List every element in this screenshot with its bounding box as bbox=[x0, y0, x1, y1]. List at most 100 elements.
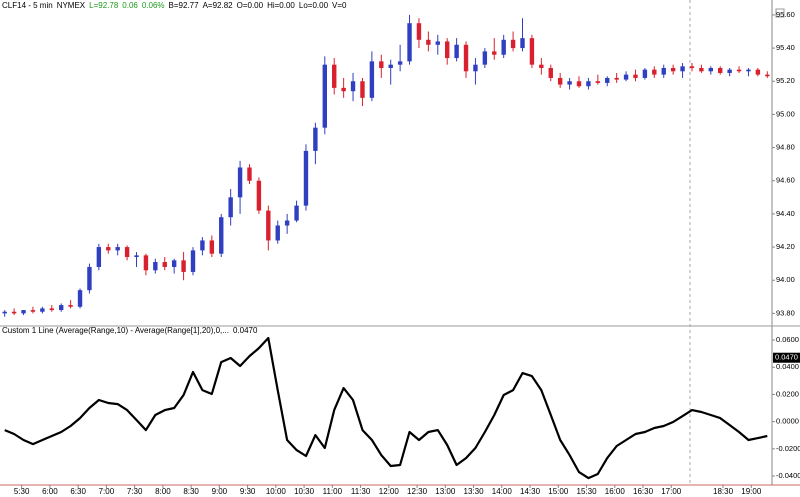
candle-body bbox=[153, 261, 158, 271]
candle-body bbox=[40, 308, 45, 312]
y-tick-label: 95.40 bbox=[776, 43, 795, 52]
candle-body bbox=[21, 310, 26, 314]
candle-body bbox=[407, 23, 412, 62]
candle-body bbox=[256, 180, 262, 211]
x-tick-label: 8:00 bbox=[155, 487, 171, 496]
candle-body bbox=[680, 66, 685, 72]
x-tick-label: 12:30 bbox=[407, 487, 428, 496]
candle-body bbox=[652, 69, 657, 75]
candle-body bbox=[755, 69, 761, 75]
x-tick-label: 8:30 bbox=[183, 487, 199, 496]
candle-body bbox=[2, 311, 7, 314]
x-tick-label: 5:30 bbox=[14, 487, 30, 496]
candle-body bbox=[765, 74, 770, 77]
quote-item: 0.06% bbox=[142, 1, 165, 10]
candle-body bbox=[219, 217, 224, 254]
x-tick-label: 18:30 bbox=[713, 487, 734, 496]
candle-body bbox=[548, 67, 553, 78]
current-value-label: 0.0470 bbox=[775, 353, 798, 362]
candle-body bbox=[369, 61, 375, 98]
x-tick-label: 14:00 bbox=[492, 487, 513, 496]
y-tick-label: 0.0400 bbox=[776, 362, 799, 371]
candle-body bbox=[115, 247, 120, 251]
x-tick-label: 10:00 bbox=[266, 487, 287, 496]
candle-body bbox=[313, 127, 318, 151]
quote-item: B=92.77 bbox=[169, 1, 200, 10]
x-tick-label: 10:30 bbox=[294, 487, 315, 496]
x-tick-label: 6:00 bbox=[42, 487, 58, 496]
candle-body bbox=[87, 266, 92, 291]
x-tick-label: 14:30 bbox=[520, 487, 541, 496]
quote-item: 0.06 bbox=[122, 1, 138, 10]
x-tick-label: 7:30 bbox=[127, 487, 143, 496]
panel-icon[interactable] bbox=[775, 8, 785, 18]
candle-body bbox=[237, 167, 243, 198]
quote-item: L=92.78 bbox=[89, 1, 119, 10]
x-tick-label: 7:00 bbox=[99, 487, 115, 496]
candle-body bbox=[623, 74, 629, 80]
candle-body bbox=[284, 220, 290, 226]
candle-body bbox=[58, 305, 64, 311]
candle-body bbox=[106, 247, 111, 251]
candle-body bbox=[426, 39, 431, 45]
candle-body bbox=[181, 260, 186, 272]
candle-body bbox=[247, 167, 252, 181]
candle-body bbox=[397, 61, 403, 65]
candle-body bbox=[30, 310, 36, 312]
y-tick-label: 94.40 bbox=[776, 209, 795, 218]
candle-body bbox=[303, 150, 309, 206]
candle-body bbox=[332, 64, 337, 88]
candle-body bbox=[379, 61, 384, 68]
y-tick-label: 95.20 bbox=[776, 76, 795, 85]
candle-body bbox=[557, 77, 563, 85]
candle-body bbox=[501, 39, 506, 55]
candle-body bbox=[435, 41, 440, 45]
x-tick-label: 13:00 bbox=[435, 487, 456, 496]
y-tick-label: 94.80 bbox=[776, 143, 795, 152]
candle-body bbox=[228, 197, 233, 218]
candle-body bbox=[670, 67, 676, 72]
candle-body bbox=[689, 66, 695, 68]
quote-item: NYMEX bbox=[57, 1, 86, 10]
candle-body bbox=[567, 81, 572, 85]
candle-body bbox=[510, 39, 516, 49]
y-tick-label: 94.00 bbox=[776, 275, 795, 284]
candle-body bbox=[473, 64, 478, 72]
candle-body bbox=[614, 77, 619, 80]
candle-body bbox=[209, 240, 215, 254]
candle-body bbox=[736, 69, 742, 72]
x-tick-label: 15:00 bbox=[548, 487, 569, 496]
candle-body bbox=[49, 308, 54, 311]
y-tick-label: 0.0000 bbox=[776, 417, 799, 426]
y-tick-label: 95.60 bbox=[776, 10, 795, 19]
candle-body bbox=[162, 261, 167, 267]
candle-body bbox=[661, 67, 666, 75]
candle-body bbox=[134, 255, 139, 258]
y-tick-label: 93.80 bbox=[776, 308, 795, 317]
candle-body bbox=[586, 81, 591, 87]
chart-header: CLF14 - 5 min NYMEX L=92.78 0.06 0.06% B=92.7… bbox=[2, 1, 347, 10]
candle-body bbox=[454, 44, 459, 59]
y-tick-label: 0.0200 bbox=[776, 389, 799, 398]
candle-body bbox=[520, 38, 525, 49]
candle-body bbox=[143, 255, 149, 271]
x-tick-label: 9:30 bbox=[240, 487, 256, 496]
x-tick-label: 13:30 bbox=[464, 487, 485, 496]
candle-body bbox=[746, 69, 751, 72]
candle-body bbox=[322, 64, 328, 128]
candle-body bbox=[266, 210, 271, 241]
candle-body bbox=[718, 67, 723, 73]
quote-item: Hi=0.00 bbox=[267, 1, 295, 10]
candle-body bbox=[642, 69, 648, 78]
candle-body bbox=[463, 44, 469, 72]
candle-body bbox=[605, 77, 610, 83]
x-tick-label: 19:00 bbox=[741, 487, 762, 496]
x-tick-label: 6:30 bbox=[70, 487, 86, 496]
candle-body bbox=[529, 38, 535, 65]
candle-body bbox=[388, 64, 393, 68]
candle-body bbox=[727, 69, 732, 73]
candle-body bbox=[200, 240, 205, 251]
candle-body bbox=[341, 87, 346, 92]
